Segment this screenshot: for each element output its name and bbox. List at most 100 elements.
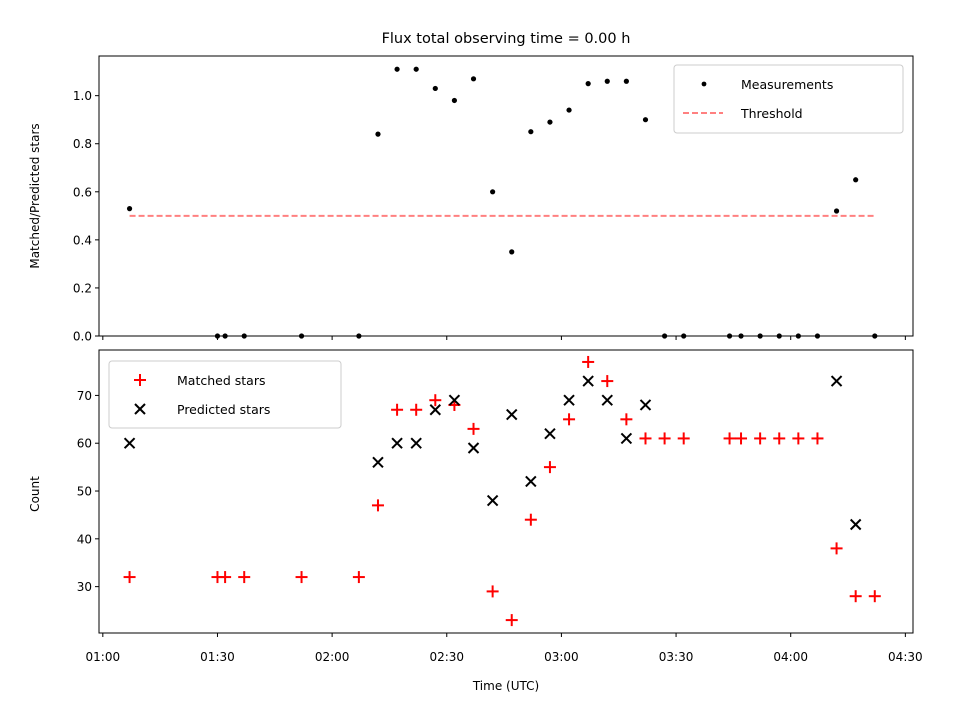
measurement-point <box>126 206 133 212</box>
x-tick-label: 03:30 <box>659 650 694 664</box>
predicted-stars-point <box>410 437 422 449</box>
matched-stars-point <box>505 614 518 627</box>
y-tick-label: 0.8 <box>73 137 92 151</box>
y-tick-label: 0.4 <box>73 233 92 247</box>
matched-stars-point <box>658 432 671 445</box>
matched-stars-point <box>524 513 537 526</box>
top-y-ticks: 0.0 0.2 0.4 0.6 0.8 1.0 <box>73 89 99 344</box>
matched-stars-point <box>620 413 633 426</box>
bottom-legend-box <box>108 360 342 429</box>
y-tick-label: 0.0 <box>73 330 92 344</box>
top-legend: Measurements Threshold <box>673 64 904 134</box>
matched-stars-point <box>639 432 652 445</box>
legend-label-threshold: Threshold <box>740 106 803 121</box>
x-tick-label: 04:30 <box>888 650 923 664</box>
predicted-stars-point <box>849 518 862 531</box>
measurement-point <box>490 189 496 195</box>
matched-stars-point <box>582 355 595 368</box>
predicted-stars-point <box>506 408 518 421</box>
matched-stars-point <box>754 432 767 445</box>
matched-stars-point <box>735 432 748 445</box>
top-axes-frame <box>98 55 914 337</box>
predicted-stars-point <box>448 394 461 406</box>
bottom-y-ticks: 30 40 50 60 70 <box>77 389 99 594</box>
x-tick-label: 02:00 <box>315 650 350 664</box>
measurement-point <box>470 76 477 82</box>
legend-label-measurements: Measurements <box>741 77 833 92</box>
predicted-stars-point <box>620 432 633 445</box>
predicted-stars-point <box>486 494 499 507</box>
matched-stars-point <box>677 432 690 445</box>
bottom-y-axis-label: Count <box>28 476 42 512</box>
matched-stars-point <box>219 571 232 584</box>
predicted-stars-point <box>544 427 556 440</box>
predicted-stars-point <box>525 475 537 488</box>
matched-stars-point <box>792 432 805 445</box>
y-tick-label: 70 <box>77 389 92 403</box>
measurement-point <box>528 129 534 135</box>
bottom-legend: Matched stars Predicted stars <box>108 360 342 429</box>
legend-label-matched-stars: Matched stars <box>177 373 265 388</box>
predicted-stars-point <box>123 437 136 449</box>
matched-stars-point <box>295 571 308 584</box>
predicted-stars-point <box>830 375 843 387</box>
matched-stars-point <box>391 403 404 416</box>
matched-stars-point <box>486 585 499 598</box>
x-tick-label: 02:30 <box>429 650 464 664</box>
y-tick-label: 40 <box>77 532 92 546</box>
legend-label-predicted-stars: Predicted stars <box>177 402 270 417</box>
measurement-point <box>604 78 610 84</box>
top-panel: 0.0 0.2 0.4 0.6 0.8 1.0 Matched/Predicted sta… <box>28 55 914 344</box>
legend-marker-predicted-stars <box>134 403 146 415</box>
y-tick-label: 30 <box>77 580 92 594</box>
x-tick-label: 01:30 <box>200 650 235 664</box>
matched-stars-point <box>830 542 843 555</box>
matched-stars-point <box>773 432 786 445</box>
predicted-stars-point <box>391 437 403 449</box>
bottom-panel: 30 40 50 60 70 01:00 01:30 02:00 02:30 03:00 03:3… <box>28 349 923 693</box>
top-x-ticks <box>102 336 906 340</box>
x-tick-label: 01:00 <box>86 650 121 664</box>
legend-marker-matched-stars <box>134 374 146 386</box>
x-axis-label: Time (UTC) <box>472 679 539 693</box>
predicted-stars-point <box>563 394 575 406</box>
bottom-x-ticks: 01:00 01:30 02:00 02:30 03:00 03:30 04:00 04:30 <box>86 633 923 664</box>
chart-title: Flux total observing time = 0.00 h <box>382 31 631 47</box>
predicted-stars-point <box>372 456 384 469</box>
predicted-stars-point <box>601 394 613 406</box>
measurement-point <box>566 107 572 113</box>
predicted-stars-point <box>639 399 652 411</box>
matched-stars-point <box>429 394 442 407</box>
matched-stars-point <box>543 461 556 474</box>
matched-stars-point <box>868 590 881 603</box>
top-legend-box <box>673 64 904 134</box>
matched-stars-point <box>811 432 824 445</box>
legend-marker-measurements <box>701 81 707 87</box>
measurement-point <box>432 85 438 92</box>
matched-stars-point <box>371 499 384 512</box>
matched-stars-point <box>410 403 423 416</box>
x-tick-label: 04:00 <box>773 650 808 664</box>
matched-stars-point <box>123 571 136 584</box>
measurement-point <box>394 66 400 72</box>
measurement-point <box>375 131 381 137</box>
measurement-point <box>833 208 840 214</box>
matched-stars-point <box>849 590 862 603</box>
measurement-point <box>642 117 649 123</box>
predicted-stars-point <box>582 375 594 387</box>
matched-stars-point <box>238 571 251 584</box>
y-tick-label: 50 <box>77 485 92 499</box>
matched-stars-point <box>601 375 614 388</box>
measurement-point <box>451 97 458 104</box>
measurement-point <box>623 78 629 84</box>
bottom-plot-area <box>123 355 881 627</box>
measurement-point <box>853 177 859 183</box>
matched-stars-point <box>352 571 365 584</box>
measurement-point <box>509 249 515 255</box>
matched-stars-point <box>467 422 480 435</box>
matched-stars-point <box>563 413 576 426</box>
matched-stars-point <box>723 432 736 445</box>
predicted-stars-point <box>429 404 442 416</box>
y-tick-label: 0.2 <box>73 281 92 295</box>
